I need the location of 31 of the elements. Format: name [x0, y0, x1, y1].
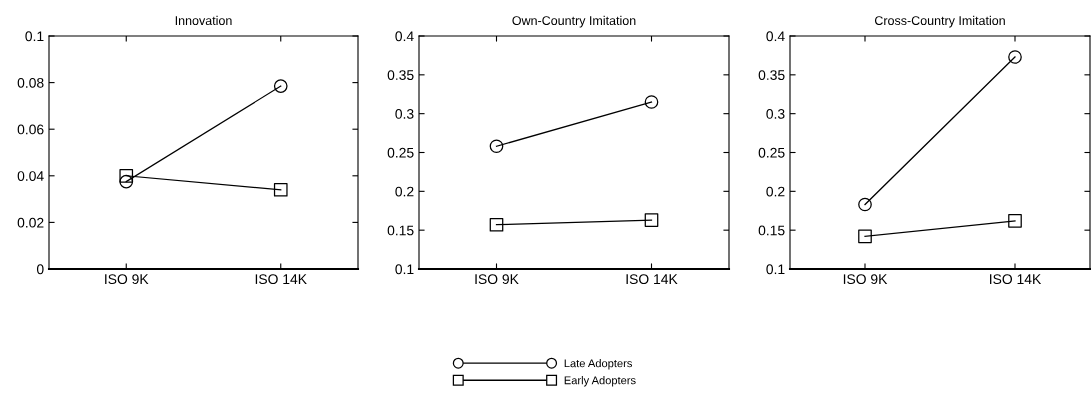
y-tick-label: 0.3 — [395, 109, 414, 119]
x-tick-label: ISO 9K — [475, 274, 519, 285]
y-tick-label: 0.06 — [17, 124, 44, 135]
legend-label: Early Adopters — [564, 376, 636, 387]
chart-title: Cross-Country Imitation — [875, 15, 1005, 28]
y-tick-label: 0.1 — [25, 31, 44, 42]
y-tick-label: 0.35 — [387, 70, 414, 80]
chart-title: Own-Country Imitation — [512, 15, 636, 28]
chart-title: Innovation — [175, 15, 232, 26]
x-tick-label: ISO 9K — [105, 274, 149, 285]
y-tick-label: 0.4 — [395, 31, 414, 42]
y-tick-label: 0.2 — [766, 186, 785, 197]
legend-label: Late Adopters — [564, 359, 632, 370]
y-tick-label: 0 — [36, 264, 44, 275]
y-tick-label: 0.3 — [766, 109, 785, 119]
y-tick-label: 0.2 — [395, 186, 414, 197]
y-tick-label: 0.4 — [766, 31, 785, 42]
y-tick-label: 0.15 — [387, 225, 414, 236]
y-tick-label: 0.15 — [758, 225, 785, 236]
y-tick-label: 0.1 — [766, 264, 785, 275]
x-tick-label: ISO 9K — [843, 274, 888, 285]
y-tick-label: 0.08 — [17, 77, 44, 88]
y-tick-label: 0.1 — [395, 264, 414, 275]
x-tick-label: ISO 14K — [255, 274, 307, 285]
x-tick-label: ISO 14K — [626, 274, 678, 285]
y-tick-label: 0.25 — [387, 147, 414, 158]
y-tick-label: 0.35 — [758, 70, 785, 80]
y-tick-label: 0.04 — [17, 171, 44, 181]
y-tick-label: 0.02 — [17, 217, 44, 228]
y-tick-label: 0.25 — [758, 147, 785, 158]
x-tick-label: ISO 14K — [990, 274, 1042, 285]
